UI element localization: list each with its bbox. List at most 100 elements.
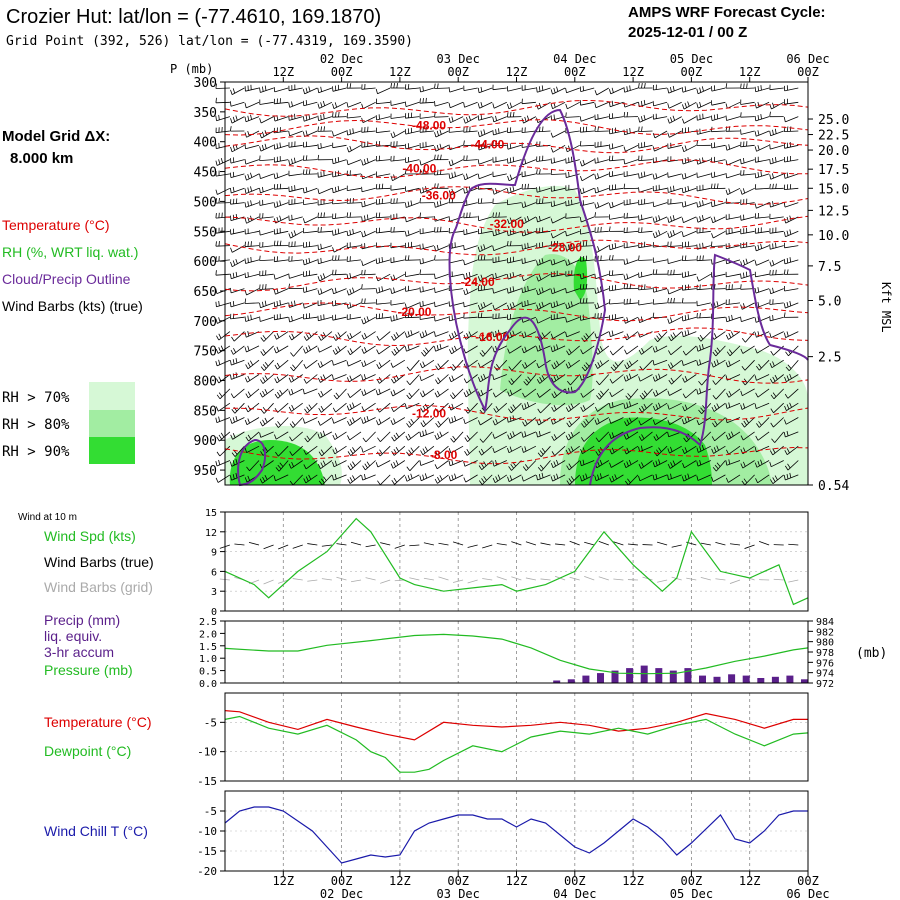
wind-barb-flag <box>784 450 788 455</box>
wind-barb-staff <box>711 87 726 92</box>
wind-barb-staff <box>755 316 770 323</box>
wind-barb-staff <box>668 474 682 481</box>
wind-barb-staff <box>275 345 289 354</box>
wind-barb-flag <box>244 258 246 264</box>
wind-barb-staff <box>449 460 464 467</box>
wind-barb-flag <box>317 126 319 132</box>
wind-barb-flag <box>379 449 383 455</box>
wind-barb-staff <box>727 187 741 195</box>
wind-barb-flag <box>317 115 319 121</box>
temperature-contour-label: -20.00 <box>397 305 431 319</box>
wind-barb-flag <box>539 169 541 175</box>
wind-barb-flag <box>541 448 546 453</box>
wind-barb-flag <box>422 98 424 104</box>
wind-barb-flag <box>390 288 393 294</box>
wind-barb-staff <box>667 273 682 276</box>
wind-barb-staff <box>259 101 274 105</box>
wind-barb-flag <box>597 313 599 319</box>
wind-barb-flag <box>553 114 555 120</box>
wind-barb-staff <box>599 374 610 386</box>
wind-barb-flag <box>594 475 597 481</box>
wind-barb-flag <box>538 288 541 294</box>
wind-barb-flag <box>539 126 541 132</box>
wind-barb-true <box>744 544 755 549</box>
wind-barb-staff <box>361 87 376 90</box>
wind-barb-staff <box>347 173 362 177</box>
wind-barb-staff <box>597 345 610 355</box>
wind-barb-flag <box>244 347 247 353</box>
wind-barb-flag <box>699 255 701 261</box>
wind-barb-flag <box>230 101 232 107</box>
bottom-time-label: 00Z <box>681 874 703 888</box>
wind-barb-flag <box>419 363 423 369</box>
wind-barb-flag <box>565 317 567 323</box>
wind-barb-flag <box>684 158 687 164</box>
wind-barb-flag <box>273 173 276 179</box>
wind-barb-flag <box>363 389 367 395</box>
wind-barb-flag <box>452 435 457 441</box>
wind-barb-flag <box>754 375 757 381</box>
wind-barb-staff <box>756 101 770 109</box>
wind-barb-flag <box>565 303 568 309</box>
wind-barb-flag <box>754 317 757 323</box>
wind-barb-staff <box>609 302 624 305</box>
wind-barb-flag <box>696 389 699 395</box>
wind-barb-staff <box>332 116 347 118</box>
precip-bar <box>699 675 706 683</box>
wind-barb-staff <box>478 288 493 292</box>
wind-barb-flag <box>568 145 571 151</box>
wind-barb-staff <box>741 187 755 195</box>
wind-barb-staff <box>318 316 333 322</box>
wind-barb-flag <box>276 346 280 352</box>
wind-barb-flag <box>480 448 485 454</box>
wind-barb-flag <box>216 394 221 400</box>
wind-barb-flag <box>757 287 760 293</box>
wind-barb-flag <box>437 363 441 369</box>
wind-barb-flag <box>626 317 629 323</box>
wind-barb-flag <box>512 301 515 307</box>
wind-barb-flag <box>273 86 276 92</box>
wind-barb-staff <box>420 431 435 438</box>
wind-barb-grid <box>278 579 289 584</box>
bottom-time-label: 12Z <box>622 874 644 888</box>
wind-barb-flag <box>568 463 572 469</box>
wind-barb-flag <box>789 373 792 379</box>
wind-barb-flag <box>220 432 225 438</box>
wind-barb-flag <box>451 197 454 203</box>
windchill-panel-yaxis: -5-10-15-20 <box>197 805 225 878</box>
wind-barb-flag <box>652 146 655 152</box>
wind-barb-staff <box>437 402 449 413</box>
wind-barb-staff <box>624 87 639 93</box>
wind-barb-staff <box>260 316 274 322</box>
wind-barb-flag <box>652 462 656 468</box>
wind-barb-flag <box>466 155 468 161</box>
wind-barb-flag <box>215 417 218 423</box>
wind-barb-staff <box>567 359 580 369</box>
wind-barb-flag <box>279 389 283 395</box>
height-tick-label: 0.54 <box>818 479 849 494</box>
wind-barb-staff <box>580 202 595 207</box>
wind-barb-staff <box>785 417 799 425</box>
wind-barb-flag <box>274 334 277 340</box>
wind-barb-staff <box>744 374 755 386</box>
wind-barb-flag <box>308 474 312 480</box>
wind-barb-flag <box>422 420 427 426</box>
pressure-axis: 3003504004505005506006507007508008509009… <box>194 76 225 479</box>
wind-barb-flag <box>346 361 349 367</box>
wind-barb-flag <box>244 241 246 247</box>
wind-barb-flag <box>681 255 684 261</box>
wind-barb-flag <box>556 344 559 350</box>
wind-barb-staff <box>553 431 566 441</box>
wind-barb-staff <box>696 230 711 234</box>
wind-barb-staff <box>394 431 406 442</box>
wind-barb-staff <box>303 230 318 234</box>
wind-barb-flag <box>743 157 745 164</box>
wind-barb-staff <box>784 288 799 292</box>
wind-barb-flag <box>713 333 717 338</box>
wind-barb-flag <box>275 467 280 472</box>
wind-barb-staff <box>509 431 522 440</box>
wind-barb-staff <box>421 474 435 482</box>
wind-barb-flag <box>740 404 743 410</box>
wind-barb-flag <box>346 130 348 136</box>
